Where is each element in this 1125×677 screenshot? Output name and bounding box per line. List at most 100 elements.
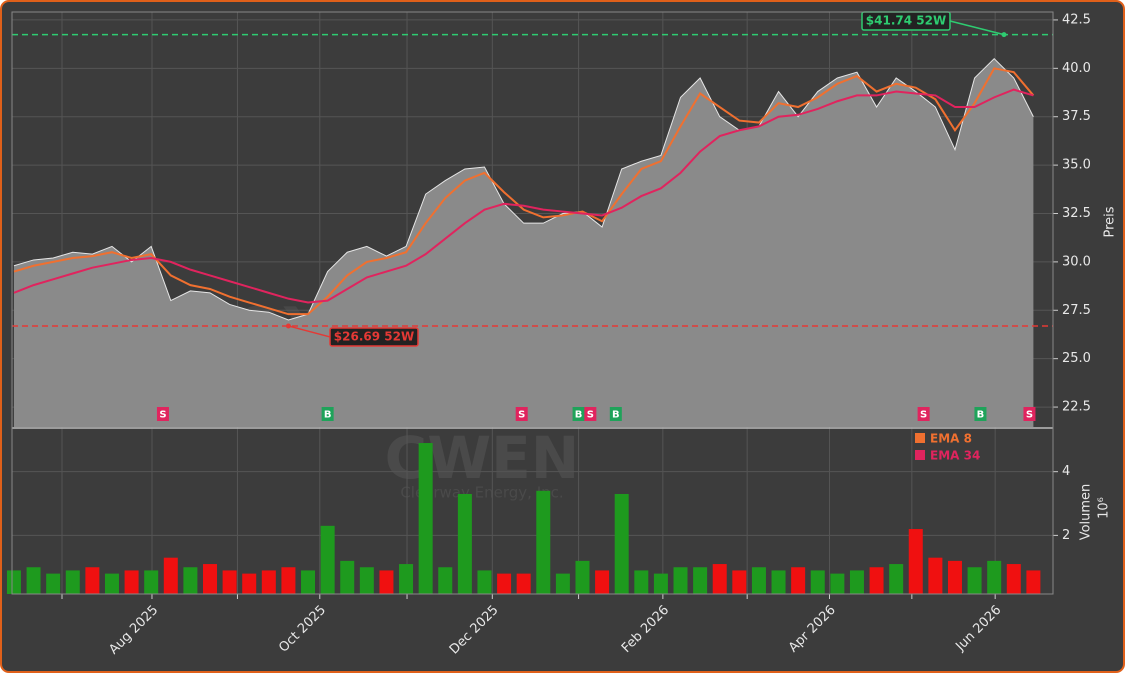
volume-scale-label: 10⁶ xyxy=(1097,497,1112,519)
volume-bar xyxy=(810,570,825,594)
y-tick-label: 27.5 xyxy=(1062,303,1091,318)
volume-bar xyxy=(457,493,472,594)
level-box xyxy=(329,327,419,347)
y-tick-label: 42.5 xyxy=(1062,12,1091,27)
volume-bar xyxy=(634,570,649,594)
signal-marker xyxy=(1023,407,1036,421)
y-tick-label: 35.0 xyxy=(1062,158,1091,173)
volume-bar xyxy=(732,570,747,594)
volume-bar xyxy=(438,567,453,594)
y-tick-label: 4 xyxy=(1062,464,1070,479)
volume-bar xyxy=(203,564,218,594)
signal-label: S xyxy=(518,410,525,421)
volume-bar xyxy=(399,564,414,594)
signal-marker xyxy=(974,407,987,421)
ema-line xyxy=(13,67,1035,316)
volume-bar xyxy=(555,573,570,594)
volume-bar xyxy=(320,525,335,594)
volume-bar xyxy=(222,570,237,594)
volume-bar xyxy=(359,567,374,594)
volume-bar xyxy=(653,573,668,594)
volume-bar xyxy=(418,443,433,594)
legend-label: EMA 8 xyxy=(930,432,972,446)
volume-bar xyxy=(497,573,512,594)
volume-bar xyxy=(849,570,864,594)
volume-bar xyxy=(928,557,943,594)
volume-bar xyxy=(340,560,355,594)
volume-bar xyxy=(536,490,551,594)
volume-bar xyxy=(65,570,80,594)
volume-bar xyxy=(477,570,492,594)
signal-label: S xyxy=(920,410,927,421)
volume-bar xyxy=(242,573,257,594)
signal-label: S xyxy=(159,410,166,421)
volume-bar xyxy=(379,570,394,594)
volume-bar xyxy=(947,560,962,594)
ema-line xyxy=(13,88,1034,304)
signal-marker xyxy=(584,407,597,421)
volume-bar xyxy=(614,493,629,594)
volume-bar xyxy=(693,567,708,594)
volume-bar xyxy=(712,564,727,594)
signal-marker xyxy=(917,407,930,421)
level-point xyxy=(285,323,291,329)
volume-bar xyxy=(889,564,904,594)
legend-label: EMA 34 xyxy=(930,449,980,463)
close-line xyxy=(13,57,1034,321)
y-tick-label: 25.0 xyxy=(1062,351,1091,366)
volume-bar xyxy=(46,573,61,594)
volume-bar xyxy=(163,557,178,594)
volume-bar xyxy=(575,560,590,594)
y-tick-label: 32.5 xyxy=(1062,206,1091,221)
volume-bar xyxy=(26,567,41,594)
volume-bar xyxy=(673,567,688,594)
level-arrow xyxy=(949,20,1005,36)
legend-swatch xyxy=(915,450,925,460)
y-tick-label: 2 xyxy=(1062,528,1070,543)
signal-marker xyxy=(156,407,169,421)
close-area xyxy=(13,58,1034,427)
y-tick-label: 30.0 xyxy=(1062,254,1091,269)
signal-marker xyxy=(609,407,622,421)
y-tick-label: 40.0 xyxy=(1062,61,1091,76)
y-tick-label: 37.5 xyxy=(1062,109,1091,124)
level-label: $41.74 52W xyxy=(866,14,946,28)
volume-bar xyxy=(908,529,923,594)
volume-bar xyxy=(301,570,316,594)
volume-bar xyxy=(869,567,884,594)
signal-label: S xyxy=(587,410,594,421)
volume-bar xyxy=(144,570,159,594)
volume-bar xyxy=(771,570,786,594)
volume-bar xyxy=(1006,564,1021,594)
volume-bar xyxy=(595,570,610,594)
level-point xyxy=(1001,32,1007,38)
volume-bar xyxy=(791,567,806,594)
volume-bar xyxy=(6,570,21,594)
volume-bar xyxy=(830,573,845,594)
signal-label: B xyxy=(324,410,332,421)
signal-label: B xyxy=(977,410,985,421)
level-label: $26.69 52W xyxy=(334,329,414,343)
y-tick-label: 22.5 xyxy=(1062,400,1091,415)
legend-swatch xyxy=(915,433,925,443)
volume-bar xyxy=(261,570,276,594)
volume-bar xyxy=(85,567,100,594)
company-watermark: Clearway Energy, Inc. xyxy=(400,484,563,502)
volume-bar xyxy=(967,567,982,594)
volume-bar xyxy=(104,573,119,594)
signal-marker xyxy=(572,407,585,421)
volume-bar xyxy=(516,573,531,594)
signal-label: B xyxy=(575,410,583,421)
volume-bar xyxy=(751,567,766,594)
signal-marker xyxy=(515,407,528,421)
volume-bar xyxy=(281,567,296,594)
ticker-watermark: CWEN xyxy=(385,424,580,492)
y-axis-label: Preis xyxy=(1103,206,1118,237)
plot-border xyxy=(11,11,1054,595)
volume-bar xyxy=(1026,570,1041,594)
volume-bar xyxy=(987,560,1002,594)
volume-bar xyxy=(124,570,139,594)
signal-label: B xyxy=(612,410,620,421)
volume-bar xyxy=(183,567,198,594)
